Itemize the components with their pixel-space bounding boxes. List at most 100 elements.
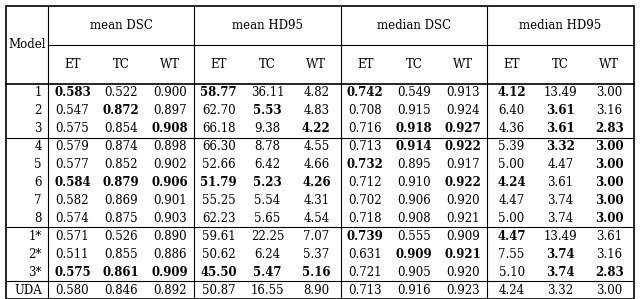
Text: 3.61: 3.61	[546, 122, 575, 135]
Text: 0.855: 0.855	[104, 248, 138, 261]
Text: 0.577: 0.577	[56, 158, 89, 171]
Text: 0.927: 0.927	[444, 122, 481, 135]
Text: 0.892: 0.892	[153, 283, 187, 297]
Text: WT: WT	[453, 58, 473, 71]
Text: 0.631: 0.631	[348, 248, 382, 261]
Text: ET: ET	[503, 58, 520, 71]
Text: 4.26: 4.26	[302, 176, 331, 189]
Text: 0.579: 0.579	[56, 140, 89, 153]
Text: 4.82: 4.82	[303, 86, 330, 99]
Text: 50.87: 50.87	[202, 283, 236, 297]
Text: 0.713: 0.713	[348, 140, 382, 153]
Text: 6.24: 6.24	[255, 248, 281, 261]
Text: 0.872: 0.872	[103, 104, 140, 117]
Text: 3.00: 3.00	[595, 212, 623, 225]
Text: 0.718: 0.718	[348, 212, 382, 225]
Text: 0.575: 0.575	[56, 122, 89, 135]
Text: 5.53: 5.53	[253, 104, 282, 117]
Text: ET: ET	[64, 58, 81, 71]
Text: 0.895: 0.895	[397, 158, 431, 171]
Text: 4.31: 4.31	[303, 194, 330, 207]
Text: 5.23: 5.23	[253, 176, 282, 189]
Text: 3.00: 3.00	[596, 86, 622, 99]
Text: WT: WT	[307, 58, 326, 71]
Text: 0.897: 0.897	[153, 104, 187, 117]
Text: 16.55: 16.55	[251, 283, 284, 297]
Text: 0.908: 0.908	[152, 122, 188, 135]
Text: 13.49: 13.49	[543, 230, 577, 243]
Text: 2.83: 2.83	[595, 266, 623, 279]
Text: TC: TC	[259, 58, 276, 71]
Text: 6.40: 6.40	[499, 104, 525, 117]
Text: 0.874: 0.874	[104, 140, 138, 153]
Text: 66.18: 66.18	[202, 122, 236, 135]
Text: 3.00: 3.00	[595, 140, 623, 153]
Text: 0.914: 0.914	[396, 140, 432, 153]
Text: 0.905: 0.905	[397, 266, 431, 279]
Text: 5.47: 5.47	[253, 266, 282, 279]
Text: 4.47: 4.47	[547, 158, 573, 171]
Text: 0.571: 0.571	[56, 230, 89, 243]
Text: 51.79: 51.79	[200, 176, 237, 189]
Text: 5.54: 5.54	[255, 194, 281, 207]
Text: 58.77: 58.77	[200, 86, 237, 99]
Text: 0.846: 0.846	[104, 283, 138, 297]
Text: 0.922: 0.922	[444, 176, 481, 189]
Text: TC: TC	[406, 58, 422, 71]
Text: 0.511: 0.511	[56, 248, 89, 261]
Text: mean DSC: mean DSC	[90, 19, 152, 32]
Text: 4.55: 4.55	[303, 140, 330, 153]
Text: 0.910: 0.910	[397, 176, 431, 189]
Text: 0.913: 0.913	[446, 86, 479, 99]
Text: 36.11: 36.11	[251, 86, 284, 99]
Text: 0.721: 0.721	[348, 266, 382, 279]
Text: 0.522: 0.522	[104, 86, 138, 99]
Text: 4.36: 4.36	[499, 122, 525, 135]
Text: 2.83: 2.83	[595, 122, 623, 135]
Text: 0.906: 0.906	[397, 194, 431, 207]
Text: 5.00: 5.00	[499, 212, 525, 225]
Text: 0.906: 0.906	[152, 176, 188, 189]
Text: 3: 3	[35, 122, 42, 135]
Text: 0.922: 0.922	[444, 140, 481, 153]
Text: 0.549: 0.549	[397, 86, 431, 99]
Text: 0.742: 0.742	[347, 86, 383, 99]
Text: 0.852: 0.852	[104, 158, 138, 171]
Text: 62.70: 62.70	[202, 104, 236, 117]
Text: 0.918: 0.918	[396, 122, 432, 135]
Text: 0.908: 0.908	[397, 212, 431, 225]
Text: 0.920: 0.920	[446, 266, 479, 279]
Text: 0.909: 0.909	[152, 266, 188, 279]
Text: 6.42: 6.42	[255, 158, 281, 171]
Text: 0.890: 0.890	[153, 230, 187, 243]
Text: 5.16: 5.16	[302, 266, 331, 279]
Text: 59.61: 59.61	[202, 230, 236, 243]
Text: 0.583: 0.583	[54, 86, 91, 99]
Text: 0.861: 0.861	[103, 266, 140, 279]
Text: 3.00: 3.00	[595, 158, 623, 171]
Text: mean HD95: mean HD95	[232, 19, 303, 32]
Text: 0.903: 0.903	[153, 212, 187, 225]
Text: 7: 7	[35, 194, 42, 207]
Text: 50.62: 50.62	[202, 248, 236, 261]
Text: 4.54: 4.54	[303, 212, 330, 225]
Text: 3.61: 3.61	[546, 104, 575, 117]
Text: 0.580: 0.580	[56, 283, 89, 297]
Text: 0.526: 0.526	[104, 230, 138, 243]
Text: 55.25: 55.25	[202, 194, 236, 207]
Text: 0.869: 0.869	[104, 194, 138, 207]
Text: 3.16: 3.16	[596, 104, 622, 117]
Text: 4: 4	[35, 140, 42, 153]
Text: 5.39: 5.39	[499, 140, 525, 153]
Text: 4.66: 4.66	[303, 158, 330, 171]
Text: 0.547: 0.547	[56, 104, 89, 117]
Text: ET: ET	[357, 58, 374, 71]
Text: 0.924: 0.924	[446, 104, 479, 117]
Text: 62.23: 62.23	[202, 212, 236, 225]
Text: 0.732: 0.732	[347, 158, 383, 171]
Text: 0.574: 0.574	[56, 212, 89, 225]
Text: 0.702: 0.702	[348, 194, 382, 207]
Text: 3.00: 3.00	[596, 283, 622, 297]
Text: 13.49: 13.49	[543, 86, 577, 99]
Text: 5: 5	[35, 158, 42, 171]
